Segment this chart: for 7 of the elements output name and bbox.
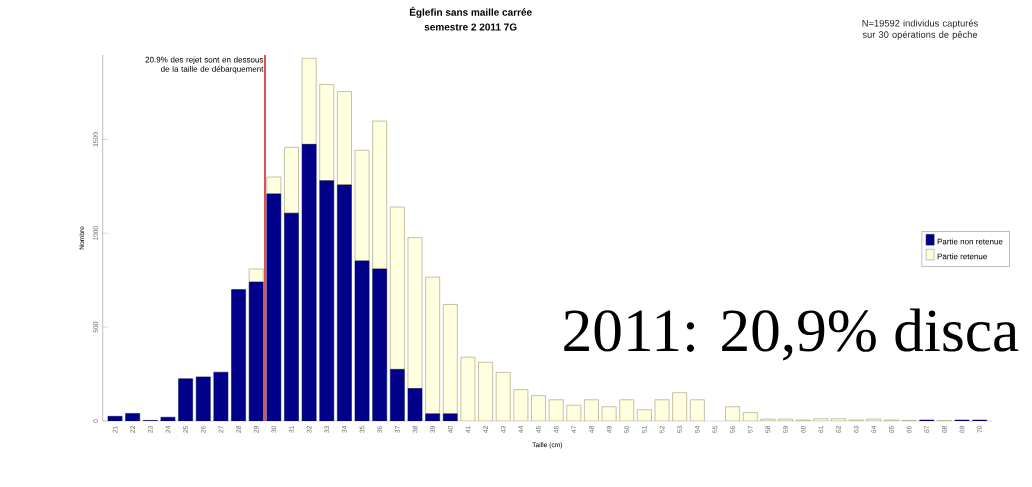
legend-label: Partie retenue <box>937 253 987 260</box>
chart-subtitle: semestre 2 2011 7G <box>424 23 517 31</box>
ref-line-label: 20.9% des rejet sont en dessous de la taille de débarquement <box>145 56 264 74</box>
text: N=19592 individus capturés sur 30 opérations de pêche <box>862 19 978 40</box>
chart-title: Églefin sans maille carrée <box>409 6 532 18</box>
legend-label: Partie non retenue <box>937 238 1003 245</box>
annotation: 2011: 20,9% disca <box>564 308 1019 361</box>
